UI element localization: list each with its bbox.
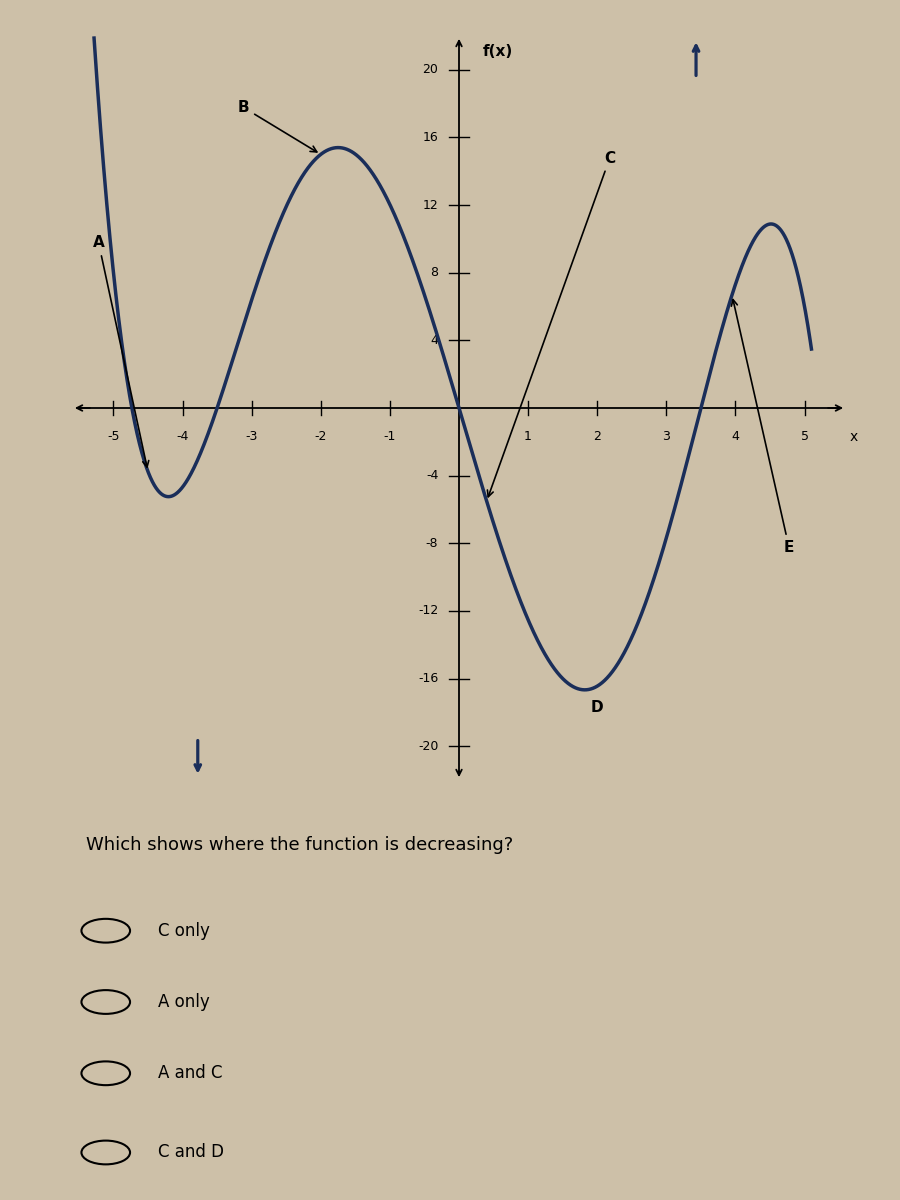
Text: -8: -8 [426,536,438,550]
Text: -20: -20 [418,739,438,752]
Text: 1: 1 [524,430,532,443]
Text: x: x [850,430,858,444]
Text: C: C [488,151,616,497]
Text: C and D: C and D [158,1144,224,1162]
Text: A only: A only [158,994,211,1010]
Text: -3: -3 [246,430,258,443]
Text: -16: -16 [418,672,438,685]
Text: A and C: A and C [158,1064,223,1082]
Text: 12: 12 [422,198,438,211]
Text: 20: 20 [422,64,438,77]
Text: B: B [238,100,317,152]
Text: -12: -12 [418,605,438,618]
Text: 2: 2 [593,430,601,443]
Text: -2: -2 [315,430,327,443]
Text: 5: 5 [800,430,808,443]
Text: 3: 3 [662,430,670,443]
Text: 8: 8 [430,266,438,280]
Text: 4: 4 [732,430,740,443]
Text: E: E [732,300,794,554]
Text: 4: 4 [430,334,438,347]
Text: f(x): f(x) [483,44,513,60]
Text: A: A [93,235,148,467]
Text: -5: -5 [107,430,120,443]
Text: -4: -4 [426,469,438,482]
Text: Which shows where the function is decreasing?: Which shows where the function is decrea… [86,835,513,853]
Text: -4: -4 [176,430,189,443]
Text: 16: 16 [422,131,438,144]
Text: D: D [590,701,603,715]
Text: -1: -1 [383,430,396,443]
Text: C only: C only [158,922,211,940]
